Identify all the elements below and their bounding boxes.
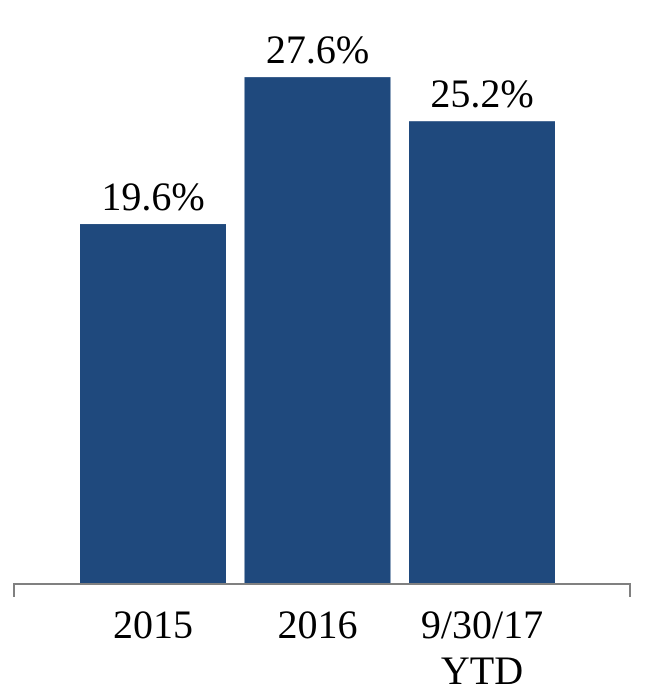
category-label-2: YTD — [441, 648, 523, 693]
category-label-0: 2015 — [113, 602, 193, 647]
data-label-2: 25.2% — [430, 71, 533, 116]
bar-2 — [409, 121, 555, 584]
category-label-2: 9/30/17 — [421, 602, 543, 647]
data-label-1: 27.6% — [266, 27, 369, 72]
bar-0 — [80, 224, 226, 585]
category-label-1: 2016 — [278, 602, 358, 647]
data-label-0: 19.6% — [101, 174, 204, 219]
bar-1 — [244, 77, 391, 584]
x-axis — [13, 583, 631, 597]
